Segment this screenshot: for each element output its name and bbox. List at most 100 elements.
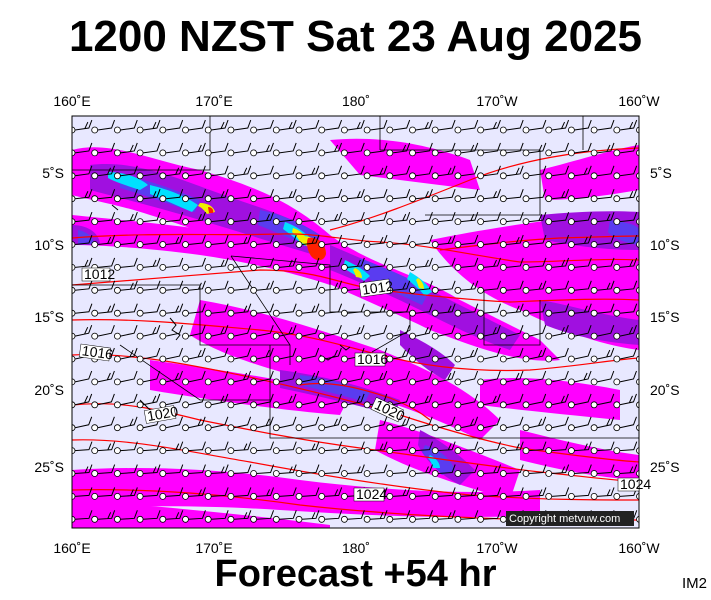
wind-station xyxy=(318,218,326,226)
wind-barb xyxy=(74,119,93,131)
wind-station xyxy=(613,332,621,340)
wind-station xyxy=(386,447,394,455)
wind-barb xyxy=(233,370,252,383)
wind-station xyxy=(182,241,189,248)
wind-station xyxy=(386,149,394,157)
map-frame xyxy=(71,115,640,529)
wind-station xyxy=(250,172,258,180)
wind-barb xyxy=(165,416,183,429)
lon-label: 170˚E xyxy=(195,93,232,109)
wind-station xyxy=(636,149,639,157)
wind-barb xyxy=(324,257,343,268)
wind-station xyxy=(409,355,416,363)
wind-station xyxy=(522,424,530,432)
wind-station xyxy=(613,309,621,317)
wind-station xyxy=(477,447,485,455)
wind-barb xyxy=(347,510,365,520)
wind-barb xyxy=(347,142,365,154)
latitude-labels-right: 5˚S 10˚S 15˚S 20˚S 25˚S xyxy=(650,165,680,475)
wind-station xyxy=(386,515,394,523)
wind-station xyxy=(250,447,258,455)
wind-barb xyxy=(347,441,365,452)
wind-station xyxy=(204,447,212,455)
wind-barb xyxy=(120,370,138,383)
wind-barb xyxy=(324,234,343,245)
wind-barb xyxy=(392,234,411,245)
page-title: 1200 NZST Sat 23 Aug 2025 xyxy=(68,12,643,61)
wind-station xyxy=(431,492,439,500)
wind-station xyxy=(431,355,439,363)
wind-barb xyxy=(483,211,501,223)
wind-barb xyxy=(597,441,615,452)
wind-station xyxy=(499,218,507,226)
wind-station xyxy=(636,241,639,248)
wind-station xyxy=(272,241,280,248)
wind-barb xyxy=(528,464,547,474)
wind-station xyxy=(227,126,235,134)
isobar-label: 1020 xyxy=(143,403,179,424)
wind-barb xyxy=(188,325,206,337)
wind-barb xyxy=(301,487,320,497)
wind-station xyxy=(91,218,99,226)
wind-station xyxy=(295,424,303,432)
wind-barb xyxy=(188,189,206,200)
wind-barb xyxy=(415,165,433,177)
wind-barb xyxy=(574,165,592,177)
wind-station xyxy=(340,241,348,248)
wind-barb xyxy=(460,142,479,154)
wind-barb xyxy=(211,211,229,223)
wind-barb xyxy=(551,142,570,154)
wind-station xyxy=(136,470,144,477)
wind-barb xyxy=(460,441,479,452)
wind-station xyxy=(522,332,530,340)
lon-label: 170˚W xyxy=(476,540,518,556)
wind-station xyxy=(250,286,258,294)
wind-station xyxy=(522,492,530,500)
wind-station xyxy=(272,447,280,455)
wind-barb xyxy=(528,119,547,131)
wind-station xyxy=(454,241,462,248)
wind-station xyxy=(522,355,530,363)
wind-station xyxy=(545,218,553,226)
wind-station xyxy=(250,424,258,432)
wind-station xyxy=(114,286,121,294)
wind-barb xyxy=(120,119,138,131)
wind-station xyxy=(250,492,258,500)
svg-text:1024: 1024 xyxy=(356,486,387,502)
wind-barb xyxy=(619,142,638,154)
wind-barb xyxy=(97,119,116,131)
wind-station xyxy=(114,332,121,340)
wind-barb xyxy=(438,464,456,474)
wind-barb xyxy=(120,393,138,406)
wind-station xyxy=(636,493,639,500)
lon-label: 160˚W xyxy=(618,540,660,556)
wind-station xyxy=(363,470,371,477)
wind-barb xyxy=(324,347,342,360)
wind-barb xyxy=(143,510,161,520)
wind-station xyxy=(340,447,348,455)
wind-barb xyxy=(233,325,252,337)
wind-barb xyxy=(120,464,138,474)
wind-barb xyxy=(619,441,638,452)
wind-barb xyxy=(324,416,342,429)
wind-station xyxy=(204,470,212,477)
wind-station xyxy=(340,172,348,180)
wind-barb xyxy=(619,370,637,383)
wind-station xyxy=(477,286,485,294)
wind-station xyxy=(318,263,326,271)
wind-station xyxy=(340,378,348,386)
lat-label: 25˚S xyxy=(650,459,680,475)
wind-barb xyxy=(74,211,93,223)
wind-station xyxy=(114,470,121,477)
wind-station xyxy=(114,492,121,500)
wind-station xyxy=(363,218,371,226)
wind-station xyxy=(250,515,258,523)
wind-barb xyxy=(483,142,501,154)
wind-barb xyxy=(528,441,547,452)
wind-barb xyxy=(256,347,274,360)
wind-barb xyxy=(415,280,433,291)
wind-barb xyxy=(483,416,501,429)
wind-barb xyxy=(324,510,343,520)
wind-barb xyxy=(347,257,365,268)
svg-text:1016: 1016 xyxy=(81,342,114,362)
